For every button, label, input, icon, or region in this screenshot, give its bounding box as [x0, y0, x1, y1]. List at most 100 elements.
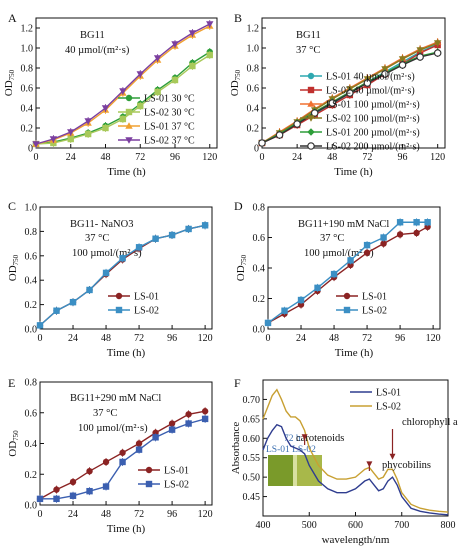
series-0 [36, 221, 209, 330]
data-point [135, 440, 143, 447]
y-axis-label: OD750 [229, 69, 242, 96]
data-point [346, 89, 354, 97]
legend-marker [125, 94, 133, 102]
legend-label: LS-02 [376, 402, 401, 413]
x-tick-label: 96 [170, 152, 180, 163]
x-tick-label: 96 [395, 333, 405, 344]
y-tick-label: 1.0 [25, 203, 38, 214]
x-tick-label: 700 [394, 520, 409, 531]
data-point [49, 136, 58, 143]
data-point [119, 115, 127, 123]
legend-label: LS-02 [164, 480, 189, 491]
y-tick-label: 0.6 [21, 84, 34, 95]
y-tick-label: 0.2 [25, 300, 38, 311]
y-tick-label: 0.2 [25, 470, 38, 481]
data-point [101, 105, 110, 112]
series-1 [36, 414, 209, 503]
data-point [433, 49, 442, 57]
y-tick-label: 0.8 [253, 203, 266, 214]
x-tick-label: 48 [327, 152, 337, 163]
condition-label: 100 µmol/(m²·s) [72, 248, 142, 259]
y-tick-label: 0.4 [21, 104, 34, 115]
data-point [363, 249, 371, 256]
x-axis-label: Time (h) [107, 347, 146, 359]
condition-label: 37 °C [320, 233, 344, 244]
data-point [201, 408, 209, 415]
data-point [168, 231, 176, 239]
x-tick-label: 72 [134, 333, 144, 344]
x-tick-label: 96 [167, 333, 177, 344]
panel-e: E 0 24 48 72 96 120 0.0 0.2 0.4 0.6 0.8 Time (h) OD75… [7, 376, 213, 535]
data-point [119, 88, 127, 95]
data-point [67, 129, 75, 136]
y-tick-label: 1.0 [247, 44, 260, 55]
legend-label: LS-01 37 °C [144, 122, 195, 133]
y-tick-label: 0.60 [243, 434, 261, 445]
data-point [69, 298, 77, 306]
data-point [398, 56, 407, 63]
x-tick-label: 96 [167, 509, 177, 520]
x-tick-label: 0 [38, 509, 43, 520]
data-point [258, 139, 266, 147]
condition-label: BG11 [80, 30, 105, 41]
y-tick-label: 0.50 [243, 473, 261, 484]
x-tick-label: 48 [101, 509, 111, 520]
panel-b: B 0 24 48 72 96 120 0 0.2 0.4 0.6 0.8 1.0 1.2 Time (h)… [229, 11, 446, 178]
annotation-phycobilins: phycobilins [382, 460, 431, 471]
data-point [152, 434, 159, 441]
series-3 [32, 20, 214, 148]
data-point [102, 458, 110, 466]
y-tick-label: 0 [254, 144, 259, 155]
legend: LS-01 LS-02 [108, 292, 159, 317]
inset-strain-label: LS-01 LS-02 [266, 445, 316, 455]
x-tick-label: 72 [135, 152, 145, 163]
legend-label: LS-02 30 °C [144, 108, 195, 119]
x-axis-label: Time (h) [107, 523, 146, 535]
data-point [201, 222, 209, 229]
legend-marker [125, 137, 133, 144]
legend-marker [307, 100, 315, 107]
legend-label: LS-02 37 °C [144, 136, 195, 147]
data-point [136, 71, 144, 78]
x-tick-label: 800 [441, 520, 456, 531]
y-tick-label: 1.2 [21, 24, 34, 35]
series-0 [262, 423, 449, 516]
x-tick-label: 0 [34, 152, 39, 163]
data-point [69, 478, 77, 486]
y-tick-label: 0.0 [25, 501, 38, 512]
series-1 [262, 388, 449, 513]
data-point [185, 225, 192, 233]
y-axis-label: OD750 [3, 69, 16, 96]
legend-marker [115, 306, 123, 314]
data-point [86, 467, 93, 475]
data-point [416, 53, 424, 61]
series-line [262, 388, 449, 513]
data-point [102, 269, 110, 277]
legend-marker [115, 292, 123, 300]
y-tick-label: 0.8 [25, 227, 38, 238]
legend: LS-01 LS-02 [138, 466, 189, 491]
data-point [264, 319, 272, 327]
y-tick-label: 0.45 [243, 492, 261, 503]
inset-time-label: 72 h [284, 434, 301, 444]
data-point [53, 495, 60, 503]
legend-marker [125, 122, 133, 129]
data-point [206, 51, 213, 59]
y-tick-label: 0.70 [243, 395, 261, 406]
y-tick-label: 1.0 [21, 44, 34, 55]
data-point [168, 420, 176, 427]
legend: LS-01 30 °C LS-02 30 °C LS-01 37 °C LS-02 3… [118, 94, 195, 147]
data-point [330, 270, 338, 278]
y-tick-label: 0 [28, 144, 33, 155]
x-tick-label: 24 [296, 333, 306, 344]
x-tick-label: 72 [362, 333, 372, 344]
data-point [153, 55, 162, 62]
legend-label: LS-02 40 µmol/(m²·s) [326, 86, 415, 97]
data-point [206, 21, 214, 28]
annotation-arrowhead [389, 453, 396, 460]
x-tick-label: 48 [329, 333, 339, 344]
condition-label: 40 µmol/(m²·s) [65, 45, 130, 56]
x-axis-label: Time (h) [335, 347, 374, 359]
data-point [102, 483, 110, 490]
data-point [86, 286, 93, 294]
